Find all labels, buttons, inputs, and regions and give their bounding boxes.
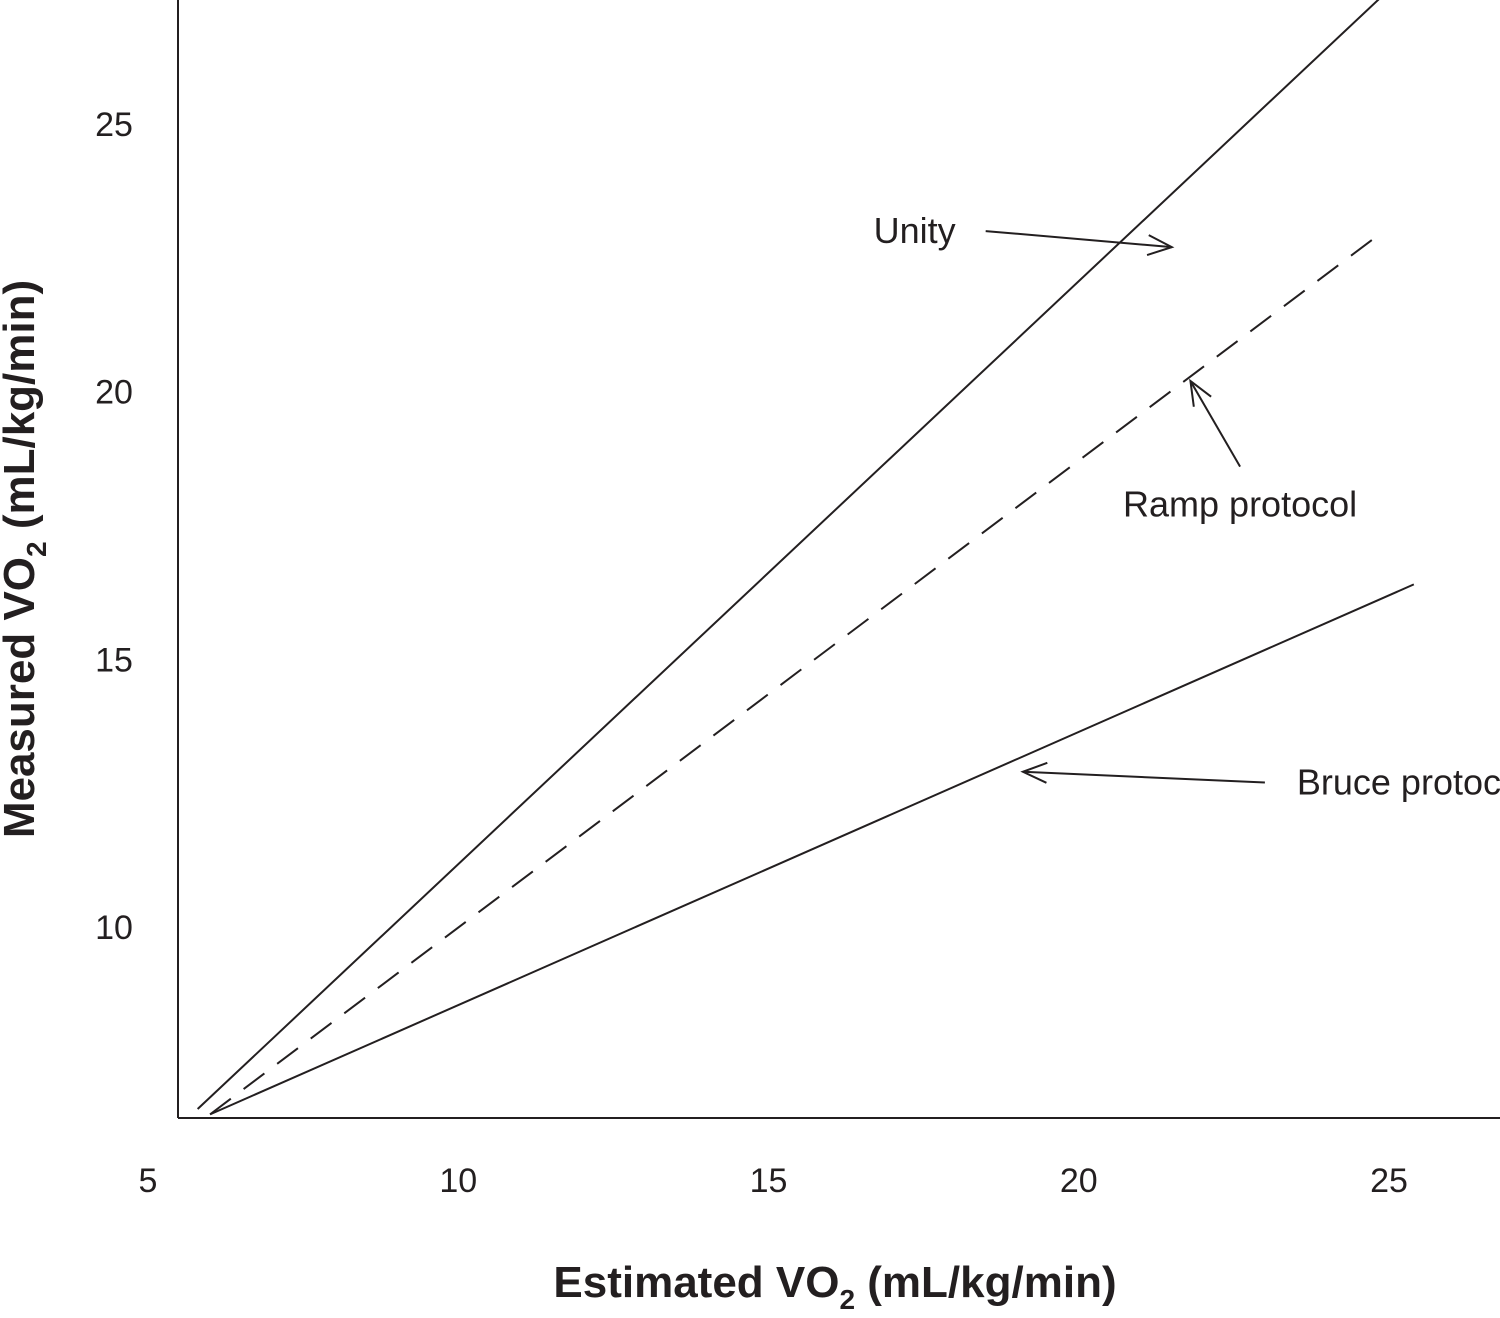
annotation-label-ramp-protocol: Ramp protocol [1123,484,1357,525]
series-line-unity [196,0,1380,1110]
annotation-arrow-unity [985,230,1175,256]
y-axis-title: Measured VO2 (mL/kg/min) [0,280,52,838]
y-tick-label: 25 [95,106,133,144]
y-tick-label: 20 [95,374,133,412]
x-tick-label: 15 [750,1162,788,1200]
y-tick-label: 15 [95,641,133,679]
series-line-bruce-protocol [209,583,1415,1116]
x-tick-label: 10 [439,1162,477,1200]
annotation-arrow-ramp-protocol [1189,378,1241,468]
annotation-label-unity: Unity [874,210,956,251]
x-tick-label: 5 [139,1162,158,1200]
x-tick-label: 25 [1370,1162,1408,1200]
annotation-layer: Unity Ramp protocol Bruce protocol [874,210,1500,802]
x-tick-labels: 5 10 15 20 25 [139,1162,1408,1200]
x-tick-label: 20 [1060,1162,1098,1200]
annotation-arrow-bruce-protocol [1020,761,1265,784]
series-line-ramp-protocol [209,235,1378,1116]
series-layer [196,0,1415,1116]
x-axis-title: Estimated VO2 (mL/kg/min) [553,1258,1116,1313]
y-tick-labels: 10 15 20 25 [95,106,133,947]
annotation-label-bruce-protocol: Bruce protocol [1297,761,1500,802]
y-tick-label: 10 [95,909,133,947]
